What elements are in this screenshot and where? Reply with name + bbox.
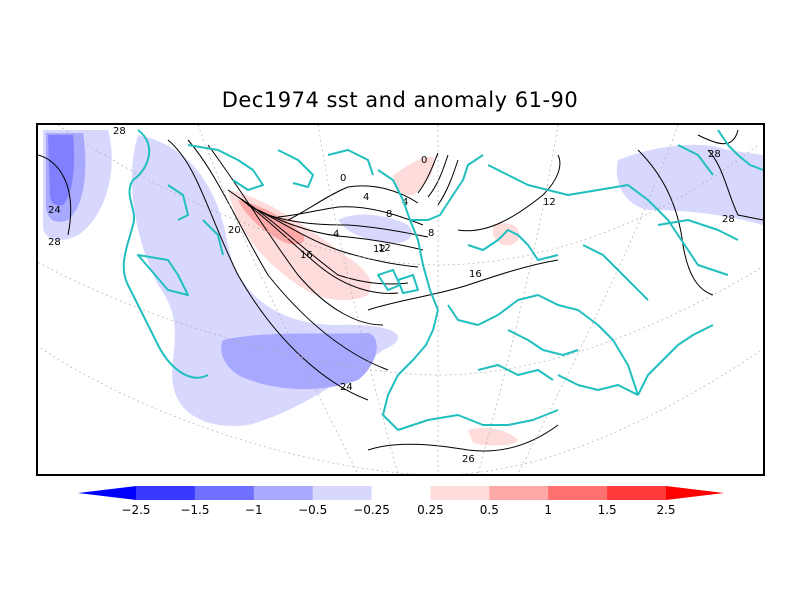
color-bar-swatch (371, 486, 431, 500)
contour-label: 24 (340, 382, 353, 393)
anomaly-neg-light-subtropic (221, 333, 377, 390)
color-bar-tick-label: −0.25 (353, 503, 390, 517)
color-bar-tick-label: 0.25 (417, 503, 444, 517)
anomaly-pos-light-atlantic (238, 200, 305, 245)
contour-label: 16 (300, 250, 313, 261)
color-bar-swatch (136, 486, 196, 500)
anomaly-neg-faint-north (338, 214, 412, 244)
anomaly-pos-faint-norway (393, 156, 435, 196)
contour-label: 4 (363, 192, 369, 203)
color-bar-arrow-high (666, 486, 724, 500)
color-bar-arrow-low (78, 486, 136, 500)
color-bar-labels: −2.5 −1.5 −1 −0.5 −0.25 0.25 0.5 1 1.5 2.5 (121, 503, 675, 517)
contour-label: 28 (708, 149, 721, 160)
color-bar-tick-label: 0.5 (480, 503, 499, 517)
contour-label-group: 28 24 20 16 12 8 4 0 4 8 12 16 24 28 28 … (48, 126, 735, 465)
color-bar-swatch (430, 486, 490, 500)
contour-label: 0 (340, 173, 346, 184)
contour-label: 28 (722, 214, 735, 225)
map-panel: 28 24 20 16 12 8 4 0 4 8 12 16 24 28 28 … (36, 123, 765, 476)
color-bar-tick-label: 2.5 (656, 503, 675, 517)
contour-label: 0 (421, 155, 427, 166)
color-bar-tick-label: 1.5 (598, 503, 617, 517)
graticule (38, 125, 763, 474)
contour-label: 12 (378, 243, 391, 254)
contour-label: 28 (113, 126, 126, 137)
contour-label: 8 (386, 209, 392, 220)
contour-label: 12 (543, 197, 556, 208)
color-bar-swatches (78, 486, 724, 500)
color-bar: −2.5 −1.5 −1 −0.5 −0.25 0.25 0.5 1 1.5 2.5 (78, 486, 724, 517)
contour-label: 26 (462, 454, 475, 465)
color-bar-swatch (607, 486, 667, 500)
sst-contours (38, 129, 763, 452)
color-bar-tick-label: −0.5 (298, 503, 327, 517)
sst-anomaly-map: 28 24 20 16 12 8 4 0 4 8 12 16 24 28 28 … (38, 125, 763, 474)
contour-label: 12 (373, 244, 386, 255)
color-bar-swatch (312, 486, 373, 500)
color-bar-swatch (253, 486, 314, 500)
map-title: Dec1974 sst and anomaly 61-90 (221, 88, 579, 112)
contour-label: 16 (469, 269, 482, 280)
contour-label: 28 (48, 237, 61, 248)
color-bar-tick-label: −2.5 (121, 503, 150, 517)
color-bar-tick-label: −1.5 (180, 503, 209, 517)
coastlines (122, 129, 763, 431)
anomaly-pos-faint-med (468, 428, 518, 446)
color-bar-tick-label: 1 (544, 503, 552, 517)
contour-label: 20 (228, 225, 241, 236)
color-bar-tick-label: −1 (245, 503, 263, 517)
color-bar-swatch (548, 486, 608, 500)
color-bar-swatch (489, 486, 549, 500)
contour-label: 4 (402, 197, 408, 208)
contour-label: 8 (428, 228, 434, 239)
contour-label: 4 (333, 229, 339, 240)
contour-label: 24 (48, 205, 61, 216)
color-bar-swatch (194, 486, 255, 500)
